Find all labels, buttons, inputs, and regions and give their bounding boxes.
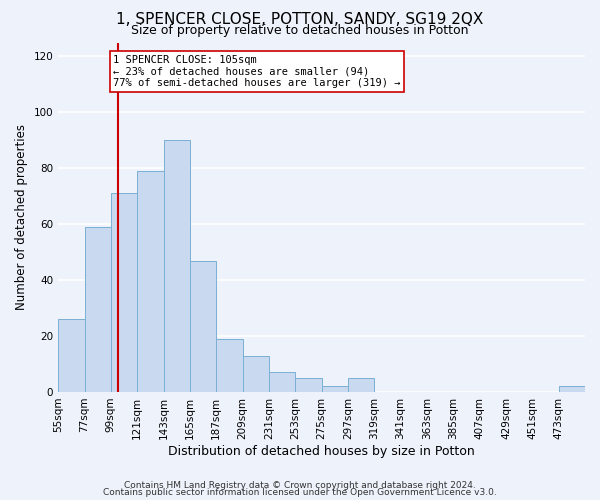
Text: Contains HM Land Registry data © Crown copyright and database right 2024.: Contains HM Land Registry data © Crown c…: [124, 480, 476, 490]
Bar: [111, 194, 137, 392]
Y-axis label: Number of detached properties: Number of detached properties: [15, 124, 28, 310]
Text: 1, SPENCER CLOSE, POTTON, SANDY, SG19 2QX: 1, SPENCER CLOSE, POTTON, SANDY, SG19 2Q…: [116, 12, 484, 28]
Bar: [242, 356, 269, 392]
Bar: [269, 372, 295, 392]
Text: 1 SPENCER CLOSE: 105sqm
← 23% of detached houses are smaller (94)
77% of semi-de: 1 SPENCER CLOSE: 105sqm ← 23% of detache…: [113, 55, 401, 88]
Bar: [348, 378, 374, 392]
X-axis label: Distribution of detached houses by size in Potton: Distribution of detached houses by size …: [168, 444, 475, 458]
Text: Contains public sector information licensed under the Open Government Licence v3: Contains public sector information licen…: [103, 488, 497, 497]
Bar: [190, 260, 216, 392]
Bar: [216, 339, 242, 392]
Bar: [322, 386, 348, 392]
Bar: [85, 227, 111, 392]
Text: Size of property relative to detached houses in Potton: Size of property relative to detached ho…: [131, 24, 469, 37]
Bar: [58, 320, 85, 392]
Bar: [559, 386, 585, 392]
Bar: [137, 171, 164, 392]
Bar: [295, 378, 322, 392]
Bar: [164, 140, 190, 392]
